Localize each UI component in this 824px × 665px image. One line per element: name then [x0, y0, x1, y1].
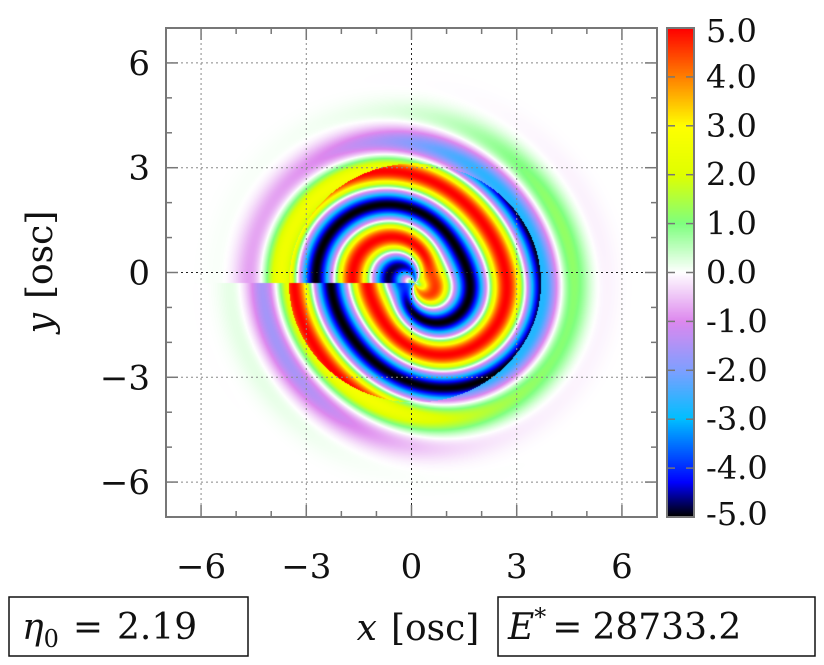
y-tick-label: −6: [100, 463, 150, 503]
y-tick-label: 3: [128, 149, 150, 189]
energy-superscript: *: [534, 603, 546, 631]
energy-symbol: E: [507, 607, 534, 648]
axis-ticks: [165, 27, 658, 518]
energy-annotation-box: E* = 28733.2: [497, 596, 816, 657]
svg-text:y[osc]: y [osc]: [20, 211, 61, 336]
x-tick-label: 6: [611, 547, 633, 587]
y-axis-symbol: y: [20, 312, 61, 335]
eta-annotation-box: η0 = 2.19: [8, 596, 249, 657]
colorbar-tick-label: 0.0: [706, 254, 757, 292]
grid-lines: [166, 28, 657, 517]
y-axis-label: y [osc]: [20, 211, 61, 336]
colorbar-tick-labels: 5.0 4.0 3.0 2.0 1.0 0.0 -1.0 -2.0 -3.0 -4.0 -5.0: [706, 12, 768, 533]
eta-value: 2.19: [117, 607, 197, 648]
colorbar-tick-label: 1.0: [706, 205, 757, 243]
colorbar-tick-label: 4.0: [706, 58, 757, 96]
y-tick-label: 0: [128, 254, 150, 294]
colorbar-ticks: [667, 27, 694, 518]
colorbar-tick-label: -4.0: [706, 449, 768, 487]
x-tick-label: −3: [281, 547, 331, 587]
colorbar-tick-label: -2.0: [706, 351, 768, 389]
svg-text:E*=28733.2: E* = 28733.2: [507, 603, 741, 648]
x-tick-labels: −6 −3 0 3 6: [176, 547, 633, 587]
colorbar-tick-label: -3.0: [706, 400, 768, 438]
eta-subscript: 0: [44, 625, 59, 653]
y-axis-unit: [osc]: [20, 211, 61, 299]
colorbar-tick-label: 3.0: [706, 107, 757, 145]
x-tick-label: 3: [506, 547, 528, 587]
eta-equals: =: [73, 607, 103, 648]
x-tick-label: −6: [176, 547, 226, 587]
colorbar: 5.0 4.0 3.0 2.0 1.0 0.0 -1.0 -2.0 -3.0 -4.0 -5.0: [666, 12, 768, 533]
svg-text:η0=2.19: η0 = 2.19: [22, 607, 197, 653]
x-axis-unit: [osc]: [391, 608, 479, 649]
energy-equals: =: [552, 607, 582, 648]
y-tick-label: 6: [128, 44, 150, 84]
colorbar-tick-label: 5.0: [706, 12, 757, 50]
x-axis-label: x [osc]: [357, 608, 480, 649]
y-tick-label: −3: [100, 358, 150, 398]
colorbar-tick-label: -5.0: [706, 495, 768, 533]
colorbar-tick-label: 2.0: [706, 156, 757, 194]
colorbar-tick-label: -1.0: [706, 302, 768, 340]
eta-symbol: η: [22, 607, 44, 648]
energy-value: 28733.2: [592, 607, 741, 648]
y-tick-labels: −6 −3 0 3 6: [100, 44, 150, 503]
x-axis-symbol: x: [357, 608, 377, 649]
x-tick-label: 0: [401, 547, 423, 587]
